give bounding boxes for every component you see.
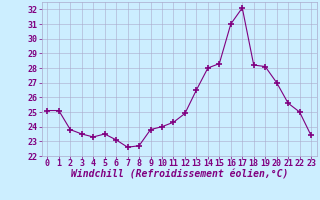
X-axis label: Windchill (Refroidissement éolien,°C): Windchill (Refroidissement éolien,°C) — [70, 169, 288, 179]
